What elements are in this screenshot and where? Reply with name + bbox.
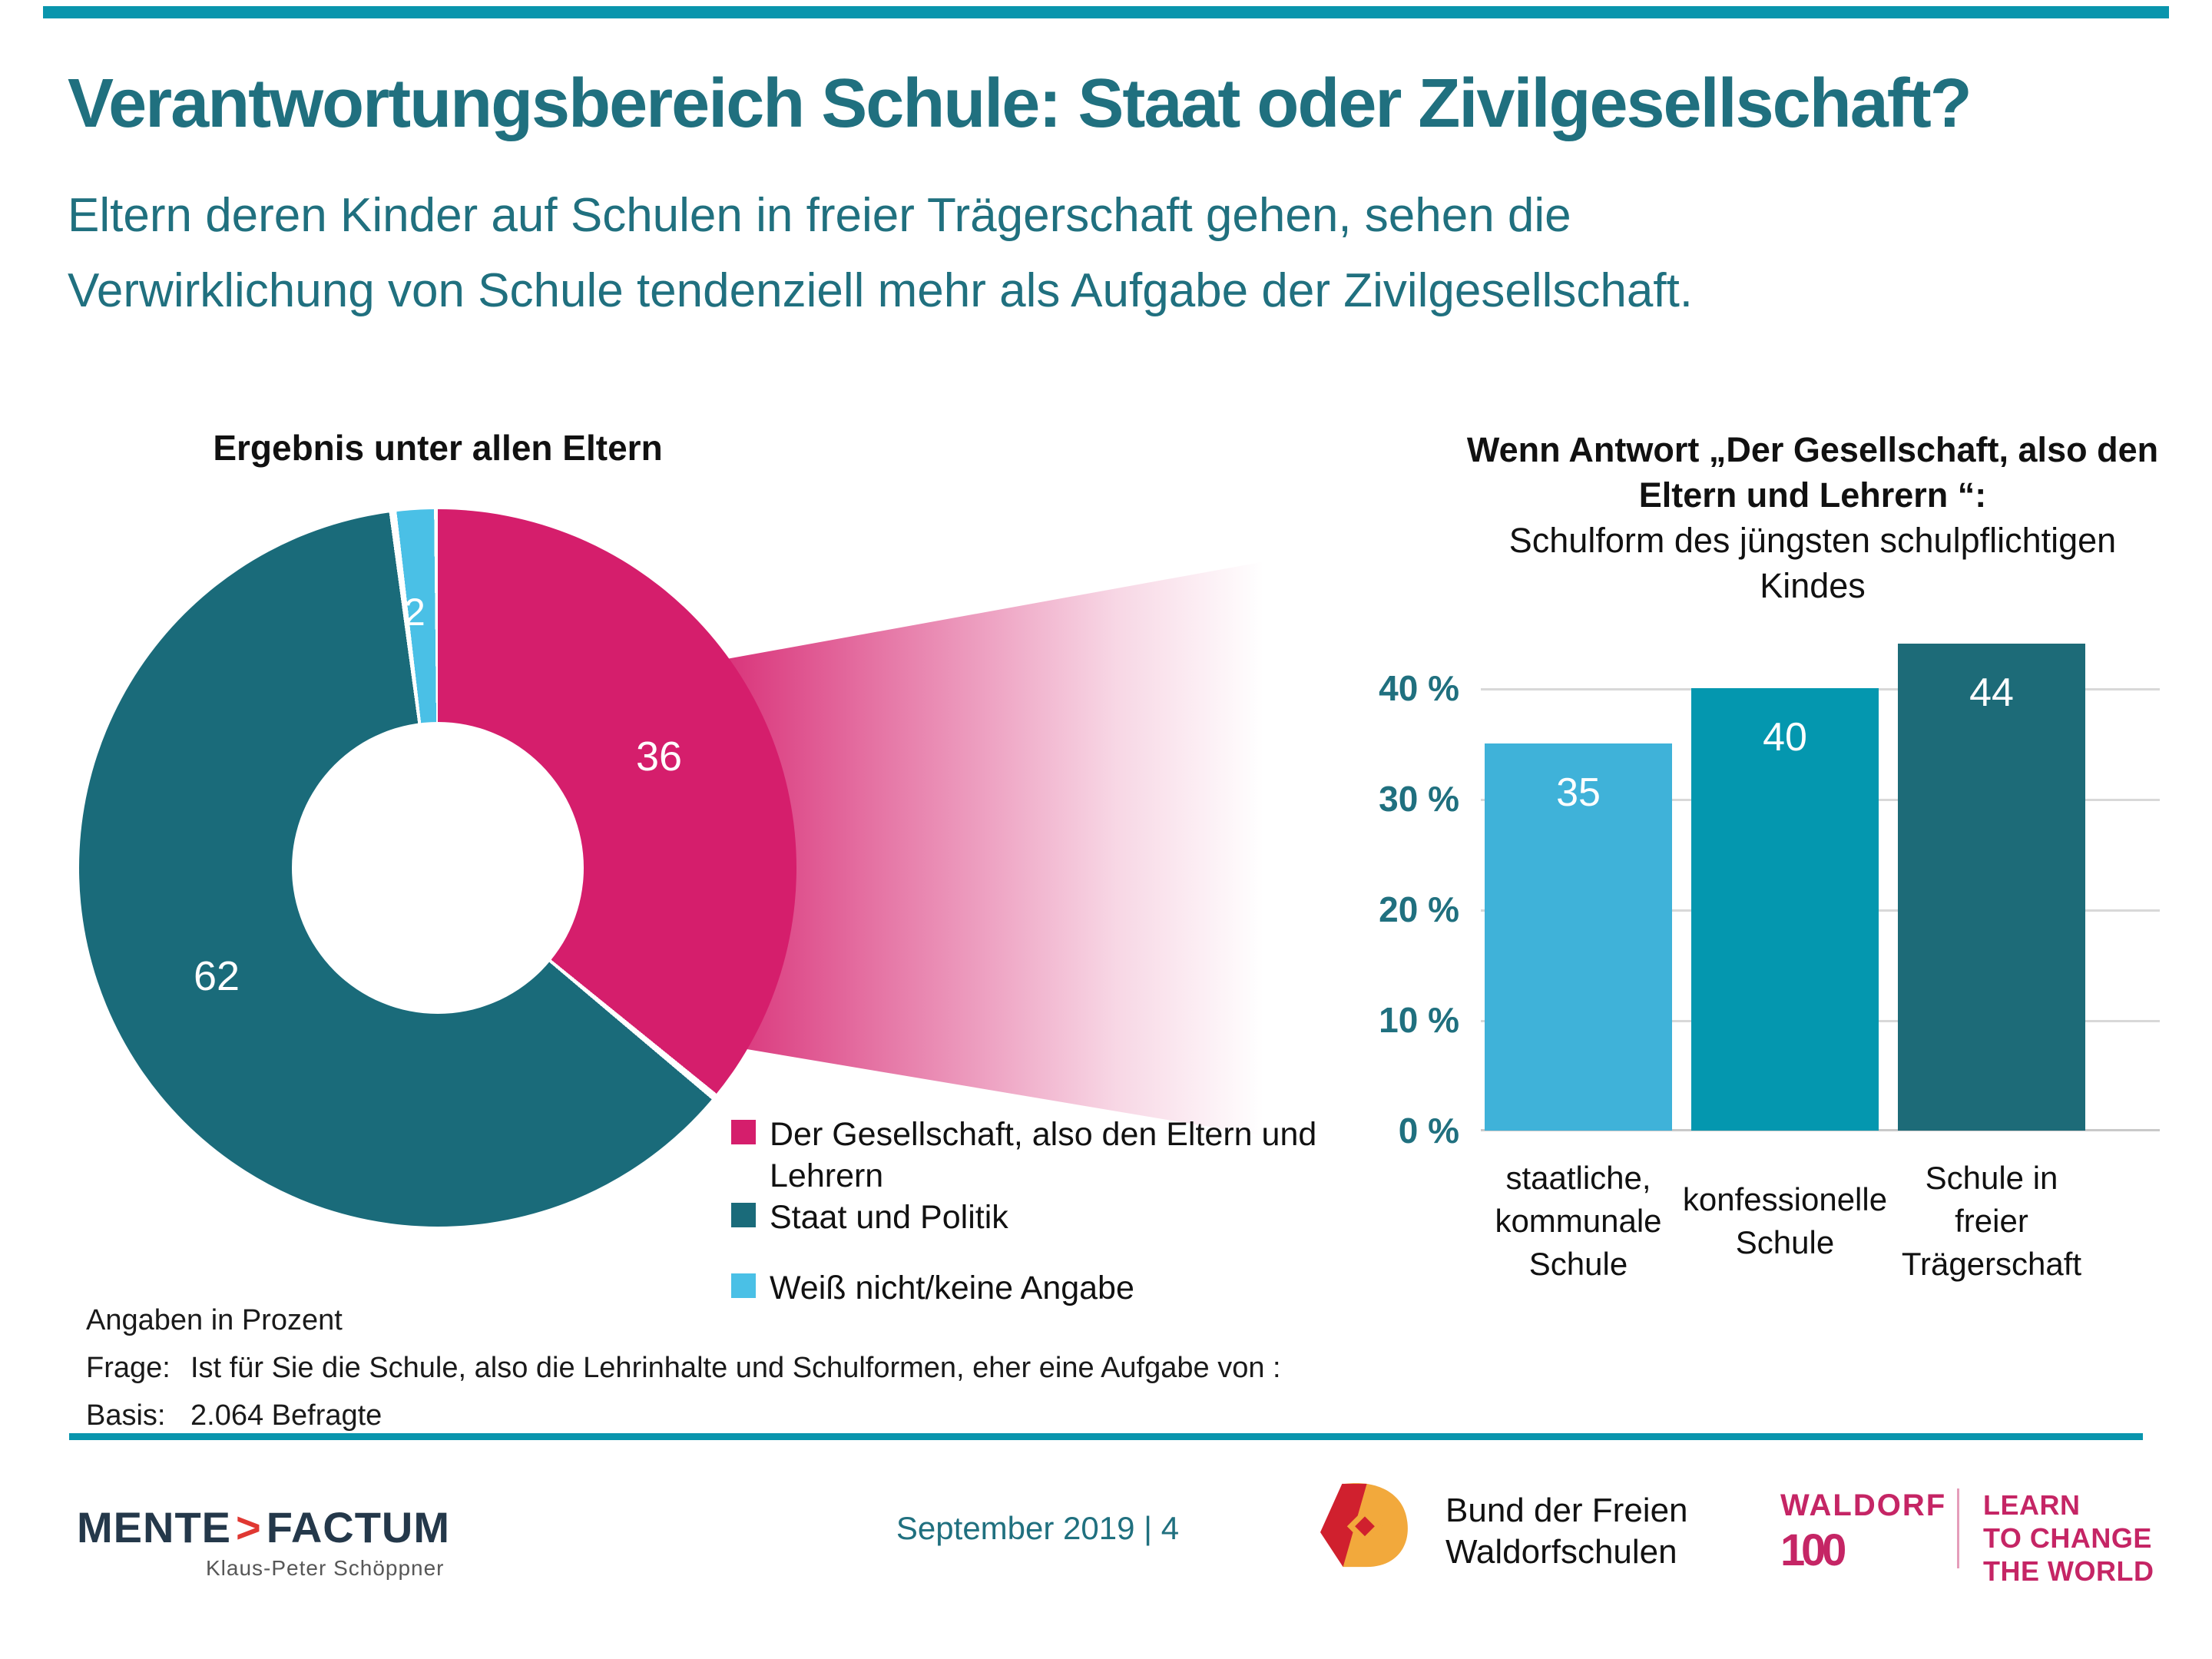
page-title: Verantwortungsbereich Schule: Staat oder… xyxy=(68,65,1972,142)
legend-swatch-weiss-nicht xyxy=(731,1273,756,1298)
bar-value-konfessionelle: 40 xyxy=(1763,715,1807,760)
beam-highlight-shape xyxy=(714,558,1286,1140)
xlabel-line: Trägerschaft xyxy=(1901,1246,2082,1282)
bar-title-line-2: Eltern und Lehrern “: xyxy=(1638,475,1987,515)
xlabel-line: Schule in xyxy=(1925,1160,2058,1196)
top-accent-bar xyxy=(43,6,2169,18)
ytick-0: 0 % xyxy=(1398,1111,1459,1151)
ytick-10: 10 % xyxy=(1379,1000,1459,1040)
waldorf-100-number: 100 xyxy=(1780,1525,1846,1575)
waldorfschulen-logo-text: Bund der Freien Waldorfschulen xyxy=(1445,1490,1688,1573)
waldorfschulen-logo-icon xyxy=(1315,1481,1415,1574)
bar-staatliche-schule: 35 xyxy=(1485,743,1672,1131)
mente-text: MENTE xyxy=(77,1503,231,1551)
note-basis-text: 2.064 Befragte xyxy=(190,1399,382,1432)
bar-title-line-3: Schulform des jüngsten schulpflichtigen xyxy=(1508,521,2117,560)
footer-divider-line xyxy=(69,1433,2143,1440)
tagline-line: LEARN xyxy=(1983,1489,2081,1521)
subtitle-line-2: Verwirklichung von Schule tendenziell me… xyxy=(68,264,1694,317)
xlabel-line: Schule xyxy=(1735,1224,1835,1260)
xlabel-line: staatliche, xyxy=(1505,1160,1651,1196)
waldorf-logo-divider xyxy=(1957,1488,1959,1568)
ytick-40: 40 % xyxy=(1379,668,1459,708)
bar-freie-traegerschaft: 44 xyxy=(1898,644,2085,1131)
donut-value-staat: 62 xyxy=(194,953,240,999)
bar-title-line-1: Wenn Antwort „Der Gesellschaft, also den xyxy=(1466,430,2159,469)
bar-value-freie: 44 xyxy=(1969,671,2014,716)
xlabel-staatliche: staatliche, kommunale Schule xyxy=(1417,1157,1740,1286)
donut-chart-title: Ergebnis unter allen Eltern xyxy=(213,428,663,468)
bund-line-2: Waldorfschulen xyxy=(1445,1533,1677,1571)
xlabel-konfessionelle: konfessionelle Schule xyxy=(1624,1178,1946,1264)
bund-line-1: Bund der Freien xyxy=(1445,1492,1688,1529)
donut-hole xyxy=(292,722,584,1014)
bar-value-staatliche: 35 xyxy=(1556,770,1601,815)
date-page-number: September 2019 | 4 xyxy=(896,1510,1180,1546)
mentefactum-logo: MENTE > FACTUM xyxy=(77,1502,450,1552)
factum-text: FACTUM xyxy=(266,1503,450,1551)
mentefactum-subline: Klaus-Peter Schöppner xyxy=(206,1556,445,1580)
legend-swatch-gesellschaft xyxy=(731,1120,756,1144)
page-subtitle: Eltern deren Kinder auf Schulen in freie… xyxy=(68,178,2095,329)
tagline-line: THE WORLD xyxy=(1983,1555,2154,1587)
note-frage-text: Ist für Sie die Schule, also die Lehrinh… xyxy=(190,1352,1281,1384)
ytick-30: 30 % xyxy=(1379,779,1459,819)
note-angaben: Angaben in Prozent xyxy=(86,1304,343,1336)
waldorf-text: WALDORF xyxy=(1780,1488,1947,1522)
chevron-right-icon: > xyxy=(236,1503,262,1551)
waldorf-100-logo: WALDORF 100 xyxy=(1780,1488,1946,1576)
xlabel-line: kommunale xyxy=(1495,1203,1662,1239)
learn-to-change-the-world: LEARN TO CHANGE THE WORLD xyxy=(1983,1488,2154,1588)
bar-chart-title: Wenn Antwort „Der Gesellschaft, also den… xyxy=(1413,427,2212,608)
donut-value-gesellschaft: 36 xyxy=(636,733,683,780)
legend-label-gesellschaft: Der Gesellschaft, also den Eltern und Le… xyxy=(770,1114,1316,1197)
legend-swatch-staat xyxy=(731,1203,756,1227)
bar-konfessionelle-schule: 40 xyxy=(1691,688,1879,1131)
legend-label-line: Der Gesellschaft, also den Eltern und xyxy=(770,1116,1317,1153)
xlabel-line: Schule xyxy=(1528,1246,1628,1282)
legend-label-line: Lehrern xyxy=(770,1157,884,1194)
legend-label-weiss-nicht: Weiß nicht/keine Angabe xyxy=(770,1270,1134,1306)
note-basis-label: Basis: xyxy=(86,1399,166,1432)
legend-label-staat: Staat und Politik xyxy=(770,1199,1008,1236)
subtitle-line-1: Eltern deren Kinder auf Schulen in freie… xyxy=(68,189,1571,242)
donut-value-weiss-nicht: 2 xyxy=(404,591,426,634)
note-frage-label: Frage: xyxy=(86,1352,171,1384)
ytick-20: 20 % xyxy=(1379,889,1459,929)
xlabel-line: freier xyxy=(1955,1203,2028,1239)
bar-title-line-4: Kindes xyxy=(1760,566,1866,605)
tagline-line: TO CHANGE xyxy=(1983,1522,2152,1554)
donut-chart xyxy=(79,509,796,1227)
xlabel-line: konfessionelle xyxy=(1682,1181,1888,1217)
xlabel-freie: Schule in freier Trägerschaft xyxy=(1830,1157,2153,1286)
